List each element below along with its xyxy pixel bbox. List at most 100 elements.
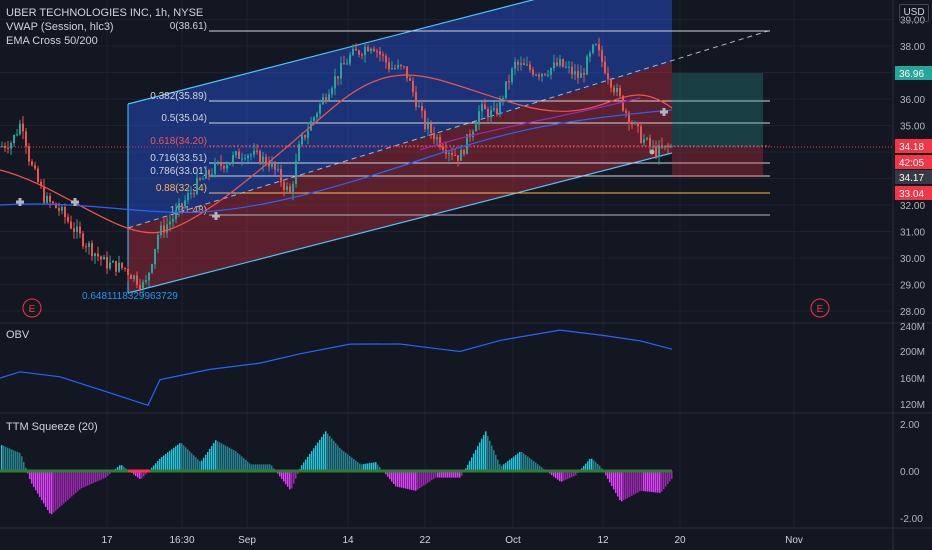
ttm-bar [563, 471, 565, 481]
candle-body [214, 162, 216, 175]
candle-body [313, 117, 315, 122]
ttm-bar [269, 464, 271, 471]
ttm-bar [237, 452, 239, 471]
ttm-bar [369, 463, 371, 471]
ttm-bar [583, 466, 585, 471]
ttm-bar [591, 458, 593, 471]
candle-body [307, 130, 309, 138]
candle-body [562, 59, 564, 67]
price-badge-label: 34.17 [899, 173, 924, 184]
candle-body [364, 47, 366, 56]
obv-tick: 240M [900, 322, 925, 333]
ttm-bar [107, 471, 109, 476]
price-badge [895, 186, 932, 200]
indicator-vwap[interactable]: VWAP (Session, hlc3) [6, 21, 114, 33]
candle-body [181, 203, 183, 207]
candle-body [424, 110, 426, 130]
candle-body [163, 225, 165, 233]
candle-body [628, 112, 630, 124]
ttm-bar [359, 463, 361, 471]
ttm-bar [437, 471, 439, 478]
candle-body [118, 262, 120, 272]
symbol-title[interactable]: UBER TECHNOLOGIES INC, 1h, NYSE [6, 7, 204, 19]
currency-button[interactable]: USD [899, 4, 929, 22]
price-tick: 32.00 [900, 201, 925, 212]
candle-body [622, 95, 624, 111]
time-tick: Oct [505, 535, 521, 546]
time-axis[interactable]: 17 16:30 Sep 14 22 Oct 12 20 Nov [0, 527, 932, 546]
candle-body [58, 208, 60, 211]
candle-body [658, 145, 660, 158]
time-tick: 20 [674, 535, 686, 546]
candle-body [547, 74, 549, 76]
candle-body [157, 234, 159, 249]
ttm-bar [585, 463, 587, 471]
ttm-bar [325, 431, 327, 471]
candle-body [223, 165, 225, 169]
candle-body [238, 151, 240, 159]
candle-body [442, 146, 444, 151]
candle-body [37, 168, 39, 182]
ttm-bar [643, 471, 645, 492]
ttm-bar [609, 471, 611, 483]
ttm-bar [447, 471, 449, 478]
ttm-bar [513, 456, 515, 471]
ttm-bar [449, 471, 451, 478]
ttm-bar [627, 471, 629, 498]
candle-body [295, 160, 297, 185]
ttm-bar [259, 464, 261, 471]
candle-body [274, 161, 276, 170]
candle-body [94, 253, 96, 257]
candle-body [508, 81, 510, 83]
channel-lower-fill [128, 62, 672, 293]
candle-body [352, 48, 354, 55]
candle-body [301, 135, 303, 145]
candle-body [196, 178, 198, 194]
ttm-bar [605, 471, 607, 476]
candle-body [322, 97, 324, 105]
ttm-bar [635, 471, 637, 494]
profit-zone [672, 73, 763, 147]
ttm-bar [267, 464, 269, 471]
ttm-bar [347, 454, 349, 471]
price-tick: 38.00 [900, 42, 925, 53]
ttm-bar [417, 471, 419, 490]
position-tool[interactable] [672, 73, 763, 177]
ttm-bar [623, 471, 625, 501]
candle-body [565, 66, 567, 68]
ttm-bar [529, 458, 531, 471]
indicator-ema-cross[interactable]: EMA Cross 50/200 [6, 35, 98, 47]
ttm-bar [519, 451, 521, 471]
ttm-bar [101, 471, 103, 480]
candle-body [43, 186, 45, 203]
fibonacci-retracement[interactable]: 0(38.61) 0.382(35.89) 0.5(35.04) 0.618(34.2… [0, 21, 893, 216]
ttm-bar [289, 471, 291, 490]
candle-body [667, 145, 669, 147]
candle-body [586, 56, 588, 75]
candle-body [193, 193, 195, 195]
candle-body [139, 284, 141, 290]
ttm-squeeze-pane: 2.00 0.00 -2.00 [0, 420, 923, 525]
ttm-bar [189, 451, 191, 471]
ttm-bar [145, 471, 147, 475]
candle-body [454, 155, 456, 157]
candle-body [217, 161, 219, 163]
ttm-bar [435, 471, 437, 478]
candle-body [184, 200, 186, 207]
candle-body [262, 156, 264, 164]
candle-body [580, 72, 582, 78]
candle-body [106, 256, 108, 269]
candle-body [619, 87, 621, 96]
price-axis[interactable]: 39.0038.0037.0036.0035.0033.0032.0031.00… [895, 16, 932, 319]
candle-body [406, 66, 408, 79]
ttm-bar [219, 442, 221, 471]
candle-body [280, 169, 282, 183]
candle-body [133, 275, 135, 279]
candle-body [517, 61, 519, 65]
ttm-bar [471, 457, 473, 471]
candle-body [316, 113, 318, 118]
ttm-bar [17, 452, 19, 471]
price-badge-label: 42:05 [899, 158, 924, 169]
candle-body [190, 193, 192, 195]
